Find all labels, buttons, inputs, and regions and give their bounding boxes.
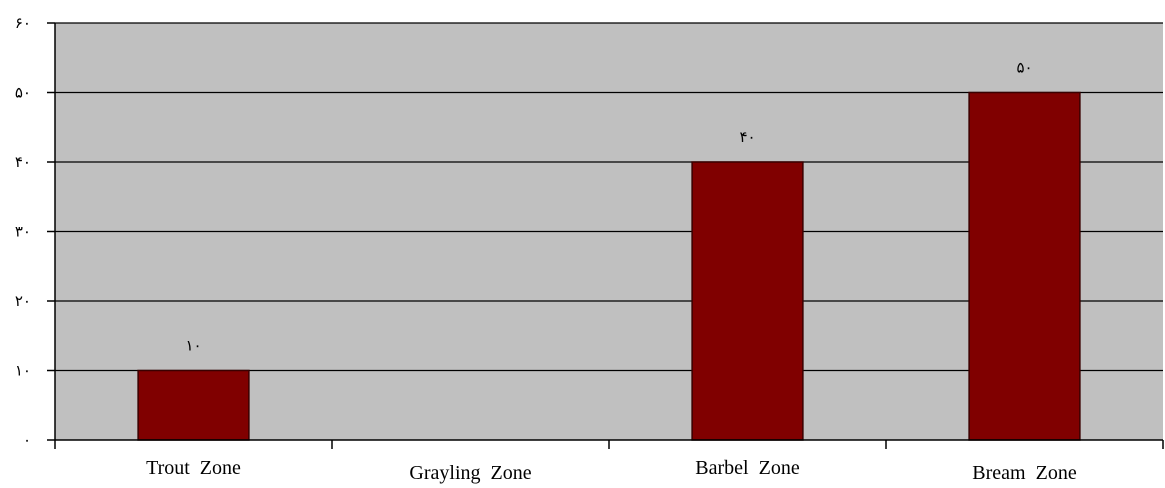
- y-tick-label-60: ۶٠: [15, 14, 31, 32]
- data-labels: ١٠ ۴٠ ۵٠: [185, 59, 1032, 355]
- bar-3: [968, 91, 1081, 441]
- x-category-labels: Trout Zone Grayling Zone Barbel Zone Bream …: [146, 457, 1077, 484]
- y-tick-labels: ٠ ١٠ ٢٠ ٣٠ ۴٠ ۵٠ ۶٠: [15, 14, 31, 449]
- y-tick-label-50: ۵٠: [15, 84, 31, 102]
- y-tick-label-40: ۴٠: [15, 153, 31, 171]
- data-label-2: ۴٠: [739, 128, 755, 146]
- axes: [47, 22, 1164, 449]
- x-category-label-1: Grayling Zone: [409, 462, 531, 484]
- data-label-0: ١٠: [185, 337, 201, 355]
- y-tick-label-20: ٢٠: [15, 292, 31, 310]
- x-category-label-3: Bream Zone: [972, 462, 1077, 484]
- y-tick-label-30: ٣٠: [15, 223, 31, 241]
- bars: [137, 91, 1081, 441]
- bar-0: [137, 369, 250, 441]
- data-label-3: ۵٠: [1016, 59, 1032, 77]
- bar-2: [691, 161, 804, 441]
- y-tick-label-0: ٠: [23, 431, 31, 449]
- y-tick-label-10: ١٠: [15, 362, 31, 380]
- x-category-label-0: Trout Zone: [146, 457, 241, 479]
- x-category-label-2: Barbel Zone: [695, 457, 800, 479]
